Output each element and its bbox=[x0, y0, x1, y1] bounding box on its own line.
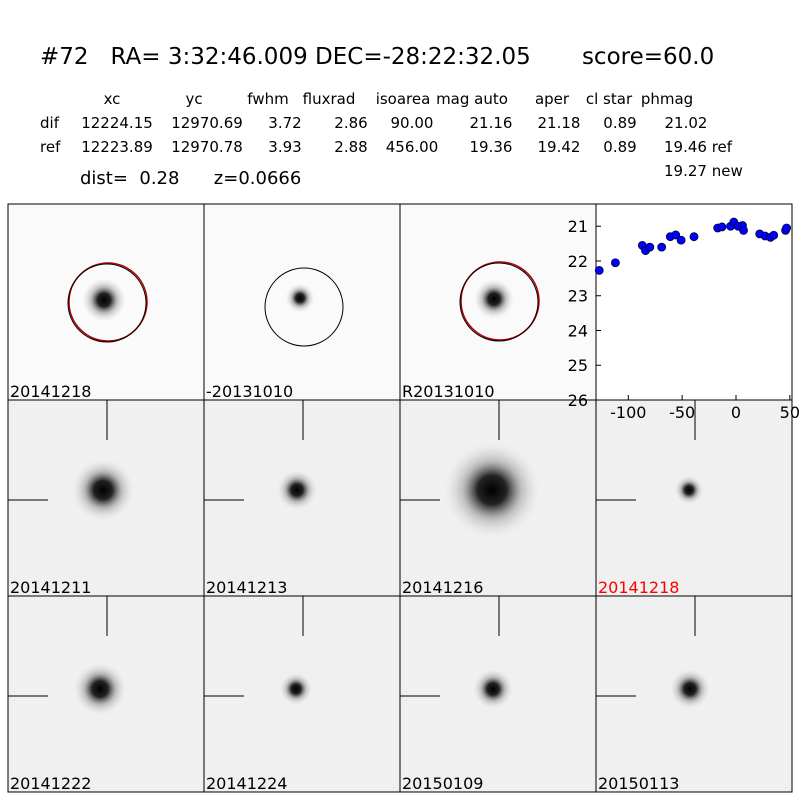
table-cell: 12223.89 bbox=[81, 138, 153, 156]
table-cell: 90.00 bbox=[391, 114, 434, 132]
column-header: phmag bbox=[641, 90, 693, 108]
data-point bbox=[717, 222, 727, 232]
row-label: ref bbox=[40, 138, 61, 156]
aperture-ring bbox=[68, 262, 148, 342]
aperture-ring bbox=[264, 267, 344, 347]
data-point bbox=[594, 265, 604, 275]
table-cell: 0.89 bbox=[603, 114, 636, 132]
source bbox=[82, 278, 126, 322]
summary: dist= 0.28 z=0.0666 bbox=[80, 168, 301, 189]
table-cell: 12970.78 bbox=[171, 138, 243, 156]
x-tick-label: 0 bbox=[731, 403, 741, 422]
source bbox=[473, 669, 513, 709]
column-header: fwhm bbox=[247, 90, 288, 108]
table-cell: 21.16 bbox=[470, 114, 513, 132]
y-tick-label: 24 bbox=[568, 321, 588, 340]
stamp-label: R20131010 bbox=[402, 382, 495, 401]
y-tick-label: 23 bbox=[568, 287, 588, 306]
data-point bbox=[689, 232, 699, 242]
data-point bbox=[782, 223, 792, 233]
table-cell: 21.02 bbox=[665, 114, 708, 132]
stamp-label: 20141222 bbox=[10, 774, 91, 793]
aperture-ring bbox=[67, 263, 147, 343]
data-point bbox=[671, 230, 681, 240]
aperture-ring bbox=[460, 261, 540, 341]
column-header: xc bbox=[104, 90, 121, 108]
x-tick-label: -100 bbox=[610, 403, 646, 422]
table-cell: 19.42 bbox=[538, 138, 581, 156]
table-cell: 3.72 bbox=[268, 114, 301, 132]
stamp-label: 20141218 bbox=[10, 382, 91, 401]
column-header: yc bbox=[185, 90, 202, 108]
source bbox=[279, 672, 313, 706]
table-cell: 0.89 bbox=[603, 138, 636, 156]
stamp-label: -20131010 bbox=[206, 382, 293, 401]
data-point bbox=[739, 226, 748, 235]
stamp-label: 20141224 bbox=[206, 774, 287, 793]
source bbox=[285, 283, 315, 313]
column-header: isoarea bbox=[376, 90, 431, 108]
column-header: fluxrad bbox=[303, 90, 356, 108]
table-cell: 2.86 bbox=[334, 114, 367, 132]
stamp-label: 20141213 bbox=[206, 578, 287, 597]
new-mag: 19.27 new bbox=[664, 162, 743, 180]
y-tick-label: 25 bbox=[568, 356, 588, 375]
table-cell: 21.18 bbox=[538, 114, 581, 132]
x-tick-label: 50 bbox=[780, 403, 800, 422]
data-point bbox=[610, 258, 620, 268]
column-header: mag auto bbox=[436, 90, 508, 108]
source bbox=[73, 662, 127, 716]
aperture-ring bbox=[459, 262, 539, 342]
stamp-label: 20150113 bbox=[598, 774, 679, 793]
table-cell: 12224.15 bbox=[81, 114, 153, 132]
x-tick-label: -50 bbox=[669, 403, 695, 422]
row-label: dif bbox=[40, 114, 60, 132]
y-tick-label: 21 bbox=[568, 217, 588, 236]
column-header: cl star bbox=[586, 90, 633, 108]
data-point bbox=[657, 242, 667, 252]
y-tick-label: 26 bbox=[568, 391, 588, 410]
table-cell: 2.88 bbox=[334, 138, 367, 156]
source bbox=[444, 442, 540, 538]
source bbox=[71, 458, 135, 522]
source bbox=[670, 669, 710, 709]
column-header: aper bbox=[535, 90, 570, 108]
title: #72 RA= 3:32:46.009 DEC=-28:22:32.05 sco… bbox=[40, 44, 714, 70]
data-point bbox=[769, 230, 779, 240]
stamp-label: 20150109 bbox=[402, 774, 483, 793]
stamp-label: 20141211 bbox=[10, 578, 91, 597]
table-cell: 12970.69 bbox=[171, 114, 243, 132]
source bbox=[277, 470, 317, 510]
data-point bbox=[645, 242, 655, 252]
table-cell: 456.00 bbox=[386, 138, 439, 156]
stamp-label: 20141218 bbox=[598, 578, 679, 597]
data-point bbox=[676, 235, 686, 245]
source bbox=[674, 475, 704, 505]
stamp-label: 20141216 bbox=[402, 578, 483, 597]
y-tick-label: 22 bbox=[568, 252, 588, 271]
source bbox=[474, 279, 514, 319]
table-cell: 3.93 bbox=[268, 138, 301, 156]
table-cell: 19.36 bbox=[470, 138, 513, 156]
table-cell: 19.46 ref bbox=[664, 138, 733, 156]
